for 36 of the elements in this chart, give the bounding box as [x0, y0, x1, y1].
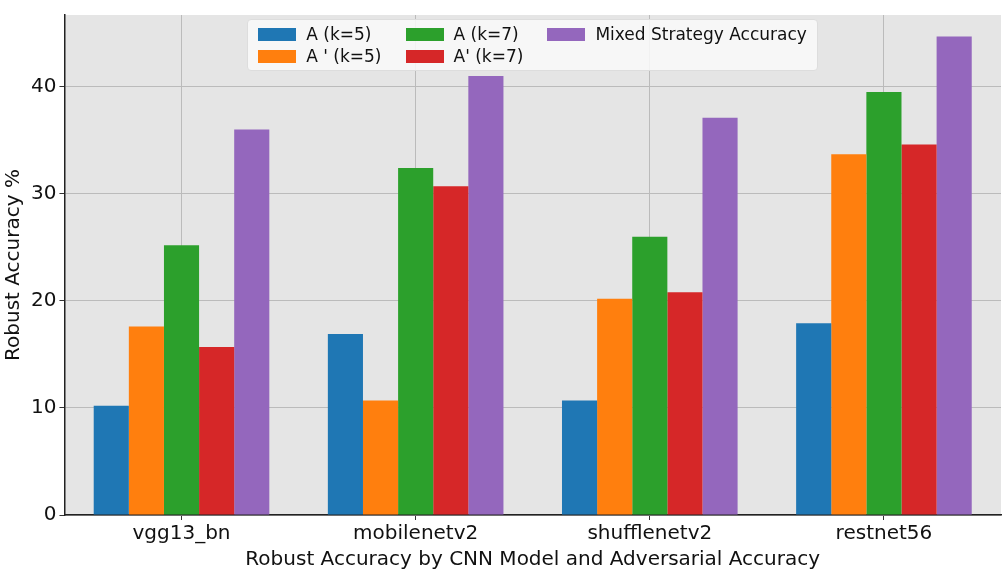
bar — [234, 129, 270, 515]
legend-label: A ' (k=5) — [306, 46, 382, 66]
bar — [199, 346, 235, 515]
bar — [128, 326, 164, 515]
bar — [93, 405, 129, 515]
y-tick-label: 20 — [31, 287, 57, 312]
bar — [327, 334, 363, 515]
y-axis-title: Robust Accuracy % — [0, 169, 25, 361]
legend-label: A (k=5) — [306, 24, 372, 44]
x-tick-label: mobilenetv2 — [353, 520, 479, 545]
bar — [702, 117, 738, 515]
y-tick-label: 30 — [31, 180, 57, 204]
bar — [398, 168, 434, 515]
bar — [433, 186, 469, 515]
y-tick-label: 40 — [31, 72, 57, 97]
y-tick-label: 0 — [43, 501, 57, 526]
x-tick-label: shufflenetv2 — [587, 520, 713, 545]
legend-label: A' (k=7) — [453, 46, 524, 66]
y-tick-label: 10 — [31, 394, 57, 419]
bar — [561, 400, 598, 515]
x-tick-label: restnet56 — [835, 520, 933, 545]
x-axis-title: Robust Accuracy by CNN Model and Adversarial Accuracy — [245, 546, 821, 571]
bar — [901, 144, 937, 515]
x-tick-label: vgg13_bn — [132, 520, 231, 545]
bar — [667, 292, 703, 515]
bar — [831, 154, 867, 515]
bar — [597, 298, 633, 515]
bar — [796, 323, 832, 515]
legend-label: A (k=7) — [453, 24, 519, 44]
bar — [468, 76, 504, 515]
legend-label: Mixed Strategy Accuracy — [595, 24, 807, 44]
bar — [936, 36, 972, 515]
bar — [632, 236, 668, 515]
bar — [866, 92, 902, 515]
bar — [362, 400, 399, 515]
bar — [163, 245, 200, 515]
